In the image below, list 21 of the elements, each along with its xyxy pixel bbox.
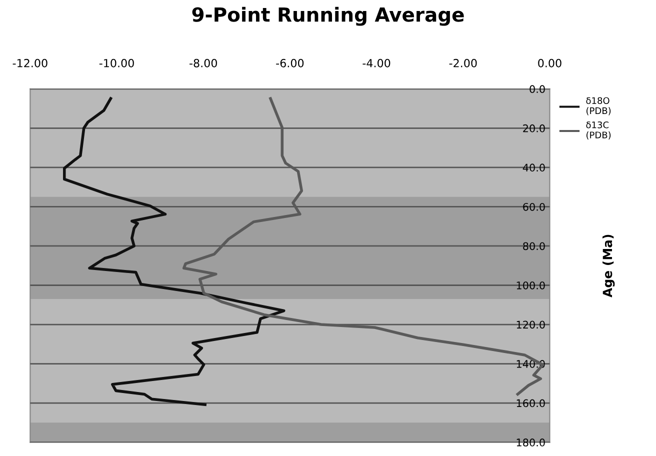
x-tick-label: -6.00 — [276, 58, 304, 68]
line-series — [62, 97, 286, 406]
y-tick-label: 0.0 — [530, 85, 545, 94]
x-tick-label: -2.00 — [449, 58, 477, 68]
y-axis-title: Age (Ma) — [602, 234, 615, 298]
y-tick-label: 80.0 — [523, 242, 545, 250]
y-tick-label: 120.0 — [516, 320, 545, 329]
y-tick-label: 20.0 — [523, 124, 545, 132]
y-tick-label: 160.0 — [516, 399, 545, 408]
y-tick-label: 60.0 — [523, 202, 545, 211]
x-tick-label: 0.00 — [538, 58, 562, 68]
y-tick-label: 40.0 — [522, 164, 545, 172]
y-tick-label: 180.0 — [516, 438, 545, 446]
x-tick-label: -4.00 — [362, 58, 390, 68]
legend-label: δ18O (PDB) — [586, 97, 611, 116]
x-tick-label: -12.00 — [12, 58, 48, 68]
x-tick-label: -8.00 — [190, 58, 217, 68]
x-tick-label: -10.00 — [99, 58, 134, 68]
chart-title: 9-Point Running Average — [192, 6, 464, 26]
legend-label: δ13C (PDB) — [586, 121, 611, 140]
y-tick-label: 100.0 — [516, 281, 545, 290]
